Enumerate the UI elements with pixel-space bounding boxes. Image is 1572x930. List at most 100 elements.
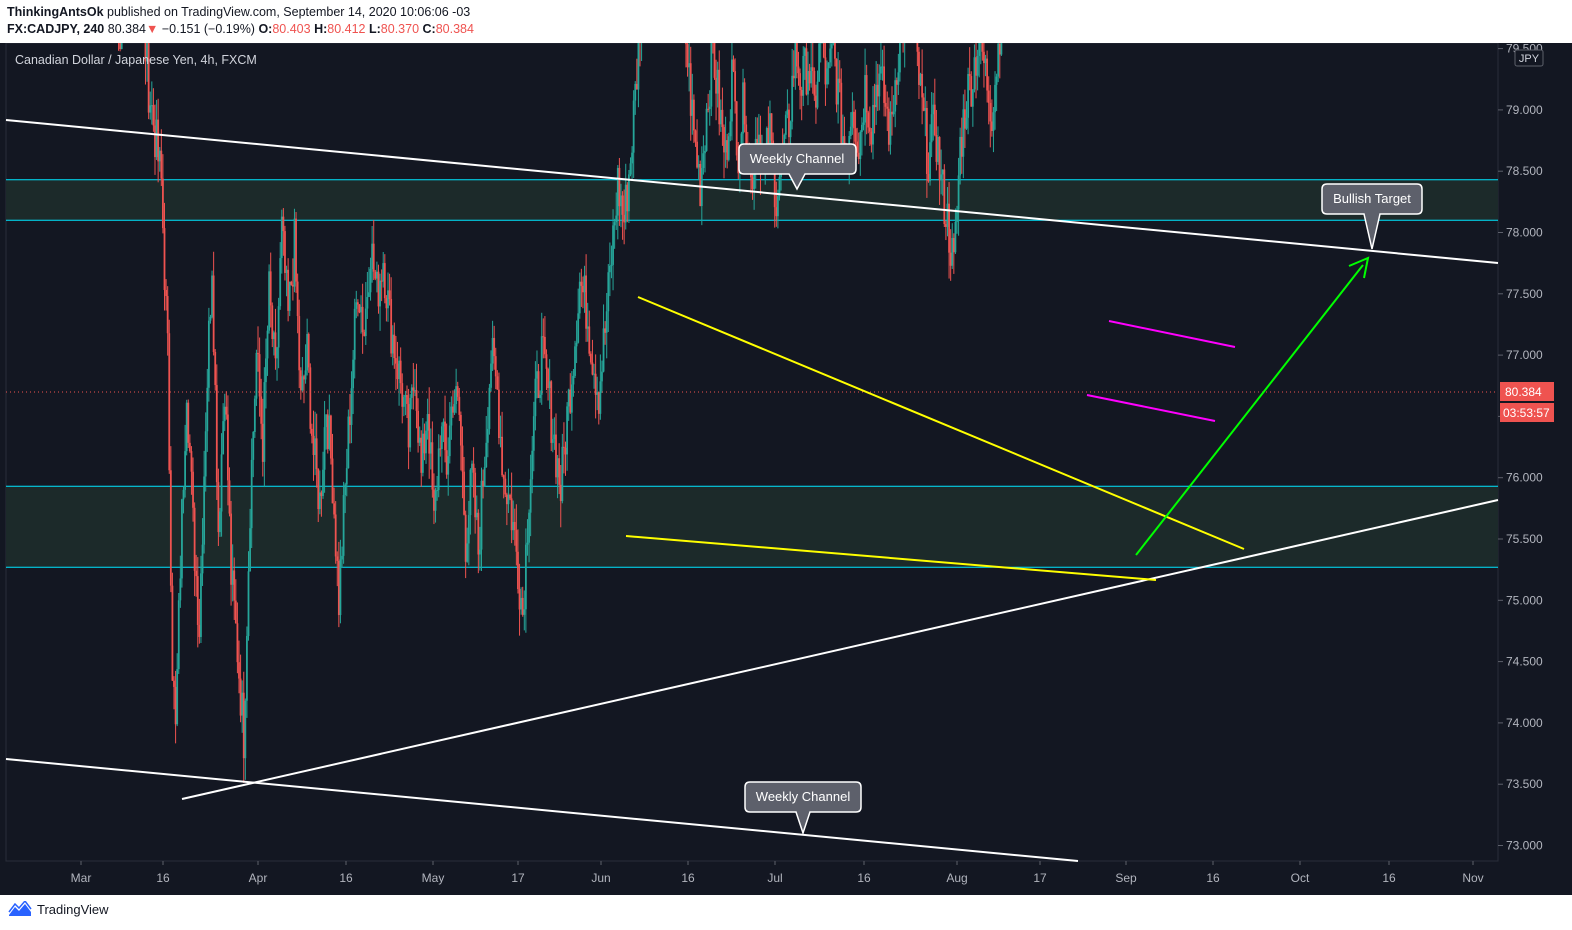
wedge-upper-line	[637, 296, 1245, 550]
candle-body	[835, 58, 838, 105]
candle-body	[607, 272, 610, 312]
candle-body	[918, 51, 920, 85]
candle-body	[605, 311, 608, 333]
candle-body	[317, 468, 320, 510]
candle-body	[184, 451, 187, 490]
candle-body	[862, 122, 865, 125]
candle-body	[459, 414, 462, 446]
candle-body	[433, 489, 435, 511]
candle-body	[886, 106, 889, 109]
candle-body	[635, 83, 638, 90]
candle-body	[152, 105, 155, 126]
candle-body	[257, 352, 259, 355]
candle-body	[520, 597, 523, 610]
price-chart[interactable]: Weekly Channel Bullish Target Weekly Cha…	[0, 43, 1572, 895]
candle-body	[420, 437, 423, 473]
candle-body	[932, 104, 935, 115]
candle-body	[253, 398, 256, 432]
candle-body	[743, 82, 746, 125]
candle-body	[282, 216, 285, 232]
candle-body	[628, 174, 630, 212]
author-name[interactable]: ThinkingAntsOk	[7, 5, 104, 19]
bullish-target-callout[interactable]: Bullish Target	[1321, 183, 1423, 250]
candle-body	[849, 126, 852, 136]
x-tick-label: 17	[1033, 871, 1047, 885]
candle-body	[742, 82, 744, 134]
candle-body	[610, 264, 613, 266]
candle-body	[428, 414, 431, 454]
y-tick-label: 73.500	[1506, 777, 1543, 791]
candle-body	[757, 134, 760, 145]
candle-body	[190, 451, 193, 472]
candle-body	[380, 280, 383, 282]
candle-body	[773, 153, 776, 208]
weekly-channel-bottom-callout[interactable]: Weekly Channel	[744, 781, 862, 836]
candle-body	[887, 108, 890, 145]
candle-body	[461, 445, 464, 472]
candle-body	[699, 164, 702, 206]
candle-body	[921, 73, 924, 98]
candle-body	[983, 51, 985, 64]
candle-body	[634, 83, 637, 101]
candle-body	[412, 387, 415, 391]
time-axis[interactable]: Mar 16 Apr 16 May 17 Jun 16 Jul 16 Aug 17 Sep 16 Oct 16…	[71, 861, 1484, 885]
candle-body	[407, 403, 410, 448]
candle-body	[859, 131, 862, 160]
candle-body	[383, 263, 386, 299]
candle-body	[784, 114, 787, 135]
high-label: H:	[314, 22, 328, 36]
candle-body	[417, 410, 419, 443]
candle-body	[174, 686, 177, 725]
candle-body	[995, 76, 998, 85]
candle-body	[444, 421, 446, 451]
candle-body	[486, 428, 489, 443]
candle-body	[456, 386, 459, 397]
candle-body	[547, 368, 549, 389]
candle-body	[307, 334, 310, 368]
candle-body	[559, 484, 562, 502]
candle-body	[418, 437, 421, 443]
weekly-channel-bottom-line	[5, 758, 1079, 862]
candle-body	[285, 269, 288, 273]
countdown-tag-text: 03:53:57	[1503, 406, 1550, 420]
candle-body	[339, 559, 342, 616]
candle-body	[513, 521, 516, 531]
candle-body	[463, 471, 465, 515]
candle-body	[477, 512, 480, 555]
candle-body	[157, 119, 160, 162]
candle-body	[970, 76, 973, 107]
candle-body	[989, 102, 992, 122]
y-tick-label: 79.000	[1506, 103, 1543, 117]
currency-label: JPY	[1519, 53, 1540, 65]
candle-body	[555, 434, 557, 478]
candle-body	[464, 514, 467, 562]
y-tick-label: 74.000	[1506, 716, 1543, 730]
candle-body	[374, 271, 377, 279]
x-tick-label: Sep	[1115, 871, 1137, 885]
candle-body	[769, 113, 771, 155]
candle-body	[330, 415, 332, 459]
open-label: O:	[258, 22, 273, 36]
brand[interactable]: TradingView	[8, 901, 109, 917]
candle-body	[732, 59, 735, 72]
weekly-channel-bottom-text: Weekly Channel	[756, 789, 851, 804]
candle-body	[287, 269, 290, 311]
weekly-channel-top-callout[interactable]: Weekly Channel	[738, 143, 857, 191]
candle-body	[356, 302, 359, 305]
candle-body	[483, 467, 486, 487]
candle-body	[735, 101, 738, 156]
candle-body	[425, 430, 427, 454]
candle-body	[215, 385, 218, 483]
candle-body	[334, 514, 337, 557]
candle-body	[498, 389, 500, 439]
candle-body	[929, 142, 931, 182]
candle-body	[496, 376, 499, 390]
bullish-arrow-head-icon	[1348, 256, 1370, 279]
candle-body	[223, 406, 226, 422]
candle-body	[992, 112, 995, 131]
candle-body	[260, 396, 263, 424]
price-axis[interactable]: 73.000 73.500 74.000 74.500 75.000 75.500 76.0…	[1498, 43, 1543, 853]
candle-body	[832, 43, 835, 45]
candle-body	[277, 306, 280, 348]
candle-body	[328, 415, 331, 449]
